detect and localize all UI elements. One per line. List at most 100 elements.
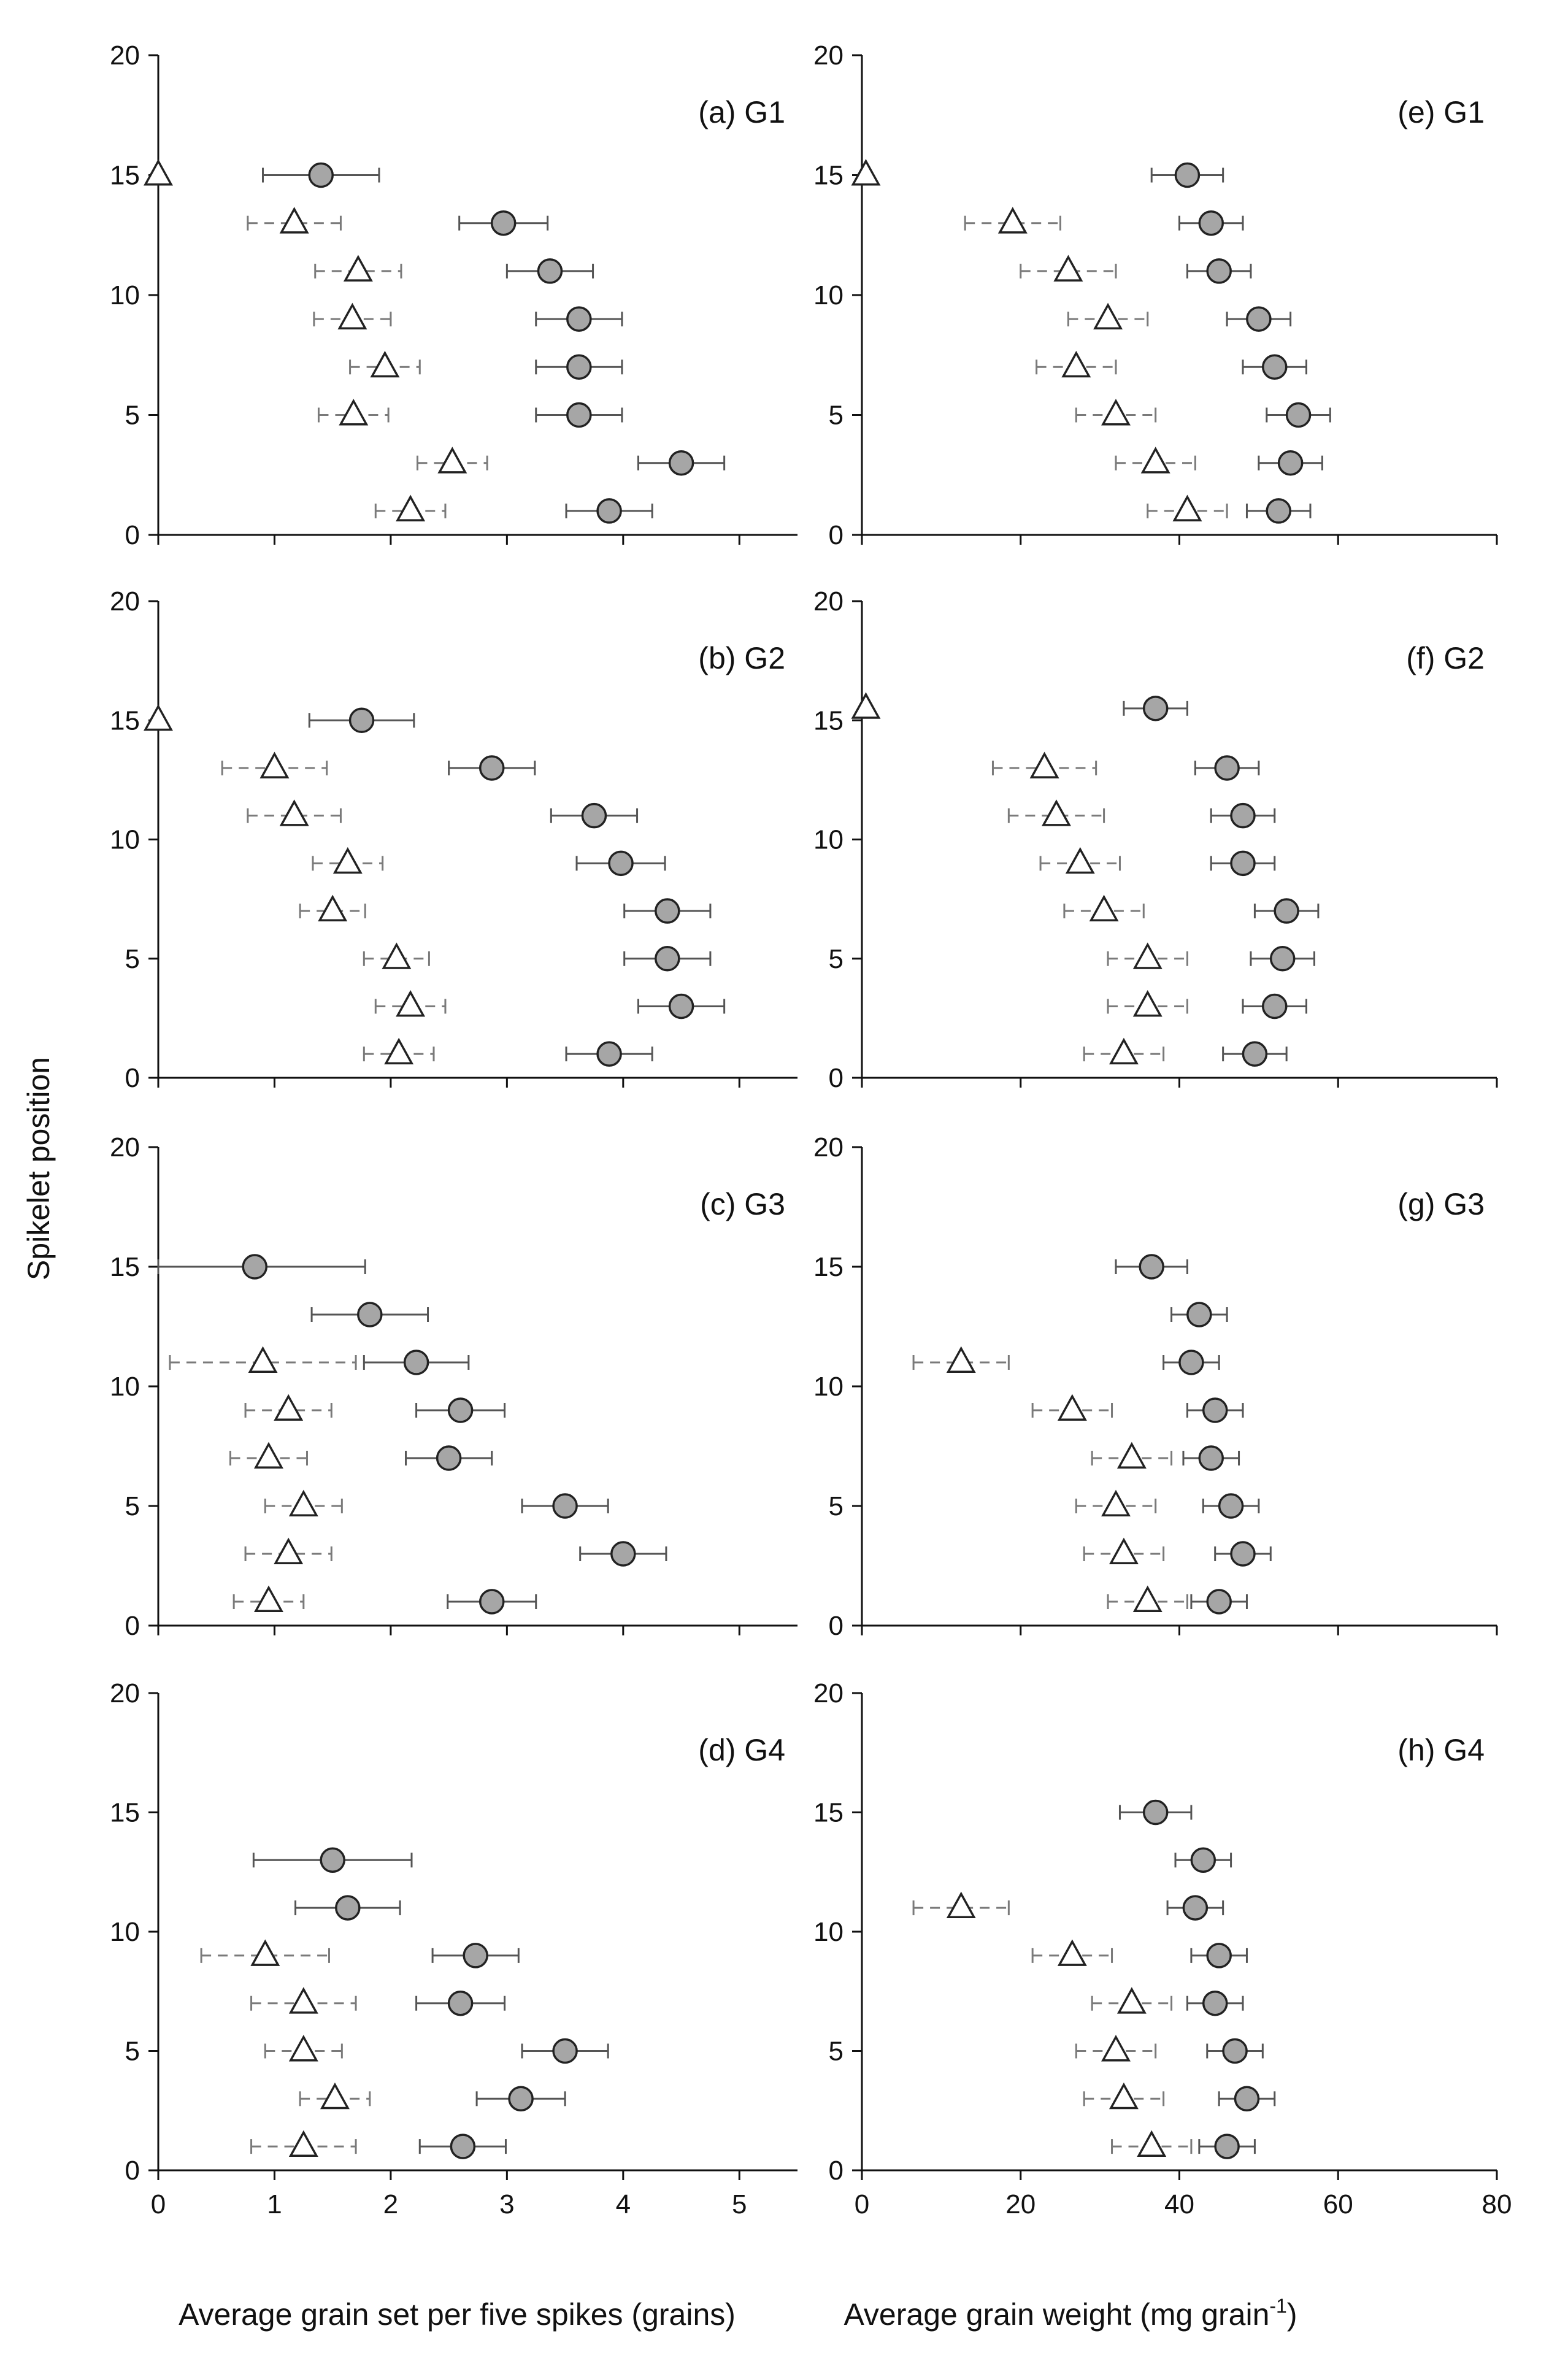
- data-point-circle: [1230, 850, 1256, 877]
- data-point-triangle: [1172, 494, 1202, 521]
- error-bar-dashed: [912, 1355, 1010, 1370]
- data-point-circle: [1206, 1943, 1232, 1968]
- data-point-circle: [1202, 1990, 1228, 2016]
- data-point-triangle: [1029, 751, 1059, 778]
- data-point-circle: [566, 354, 592, 380]
- data-point-circle: [1142, 696, 1169, 721]
- data-point-triangle: [1053, 255, 1083, 282]
- data-point-triangle: [1109, 2082, 1139, 2110]
- data-point-circle: [610, 1541, 636, 1567]
- panel-6: 0 5 10 15 20 (f) G2: [813, 586, 1498, 1093]
- data-point-triangle: [1137, 2130, 1167, 2157]
- data-point-circle: [1174, 162, 1201, 188]
- data-point-triangle: [248, 1346, 278, 1373]
- panel-label: (c) G3: [700, 1187, 785, 1221]
- data-point-triangle: [1057, 1939, 1087, 1966]
- y-tick-label: 5: [829, 401, 844, 431]
- data-point-circle: [552, 2038, 578, 2064]
- x-tick-label: 1: [267, 2189, 282, 2219]
- y-tick-label: 20: [110, 586, 140, 616]
- y-tick-label: 0: [125, 2156, 140, 2186]
- data-point-triangle: [144, 159, 173, 186]
- data-point-circle: [566, 402, 592, 428]
- panel-label: (e) G1: [1397, 95, 1485, 129]
- data-point-triangle: [1132, 990, 1163, 1017]
- y-tick-label: 0: [125, 1063, 140, 1093]
- data-point-circle: [668, 993, 694, 1020]
- data-point-circle: [1234, 2086, 1260, 2112]
- data-point-triangle: [1109, 1537, 1139, 1564]
- data-point-circle: [1214, 2134, 1240, 2159]
- error-bar-dashed: [1020, 263, 1117, 278]
- x-tick-label: 2: [383, 2189, 398, 2219]
- right-x-axis-title-end: ): [1287, 2297, 1297, 2332]
- y-tick-label: 15: [813, 705, 844, 736]
- y-tick-label: 10: [110, 280, 140, 310]
- data-point-circle: [450, 2134, 476, 2159]
- data-point-triangle: [259, 751, 290, 778]
- y-tick-label: 10: [110, 825, 140, 855]
- x-tick-label: 4: [616, 2189, 631, 2219]
- panel-5: 0 5 10 15 20 (e) G1: [813, 40, 1498, 550]
- y-tick-label: 20: [110, 40, 140, 71]
- panel-3: 0 5 10 15 20 (c) G3: [110, 1132, 797, 1641]
- y-tick-label: 10: [110, 1372, 140, 1402]
- data-point-circle: [1202, 1397, 1228, 1423]
- data-point-circle: [320, 1847, 345, 1873]
- data-point-triangle: [288, 1489, 318, 1516]
- data-point-triangle: [1101, 2035, 1131, 2062]
- data-point-circle: [478, 1589, 505, 1615]
- data-point-triangle: [997, 207, 1028, 234]
- data-point-circle: [242, 1254, 267, 1280]
- data-point-circle: [1198, 210, 1224, 236]
- data-point-circle: [1246, 306, 1272, 332]
- data-point-circle: [1198, 1445, 1224, 1471]
- data-point-circle: [596, 1041, 622, 1067]
- panel-label: (g) G3: [1397, 1187, 1485, 1221]
- data-point-triangle: [1116, 1987, 1147, 2014]
- data-point-circle: [335, 1895, 361, 1921]
- data-point-triangle: [382, 942, 412, 969]
- data-point-circle: [537, 258, 563, 284]
- error-bar-dashed: [244, 1403, 332, 1418]
- y-tick-label: 15: [110, 1252, 140, 1282]
- data-point-circle: [436, 1445, 462, 1471]
- x-tick-label: 0: [855, 2189, 869, 2219]
- x-tick-label: 5: [732, 2189, 747, 2219]
- error-bar-dashed: [247, 215, 342, 231]
- right-x-axis-title: Average grain weight (mg grain-1): [844, 2295, 1297, 2332]
- data-point-triangle: [1089, 894, 1119, 921]
- data-point-triangle: [318, 894, 348, 921]
- y-tick-label: 5: [829, 2037, 844, 2067]
- x-tick-label: 3: [499, 2189, 514, 2219]
- x-tick-label: 60: [1323, 2189, 1353, 2219]
- data-point-circle: [478, 755, 505, 781]
- y-tick-label: 0: [125, 520, 140, 550]
- data-point-circle: [1266, 498, 1291, 524]
- y-tick-label: 5: [829, 944, 844, 974]
- y-tick-label: 0: [829, 1611, 844, 1641]
- error-bar-dashed: [244, 1546, 332, 1561]
- y-tick-label: 5: [125, 401, 140, 431]
- data-point-triangle: [274, 1537, 304, 1564]
- data-point-circle: [447, 1397, 474, 1423]
- x-tick-label: 80: [1482, 2189, 1512, 2219]
- y-tick-label: 0: [829, 1063, 844, 1093]
- panel-label: (f) G2: [1406, 641, 1485, 675]
- data-point-circle: [1230, 1541, 1256, 1567]
- y-tick-label: 10: [813, 1917, 844, 1947]
- panel-4: 0 5 10 15 20 0 1 2 3 4 5 (d) G4: [110, 1678, 797, 2219]
- data-point-circle: [1274, 898, 1299, 924]
- y-tick-label: 10: [813, 825, 844, 855]
- data-point-triangle: [1101, 399, 1131, 426]
- data-point-circle: [1285, 402, 1312, 428]
- data-point-circle: [1242, 1041, 1268, 1067]
- error-bar-dashed: [247, 808, 342, 823]
- y-tick-label: 0: [829, 2156, 844, 2186]
- x-tick-label: 40: [1164, 2189, 1194, 2219]
- y-tick-label: 20: [813, 1678, 844, 1708]
- data-point-circle: [668, 450, 694, 476]
- data-point-triangle: [370, 350, 400, 378]
